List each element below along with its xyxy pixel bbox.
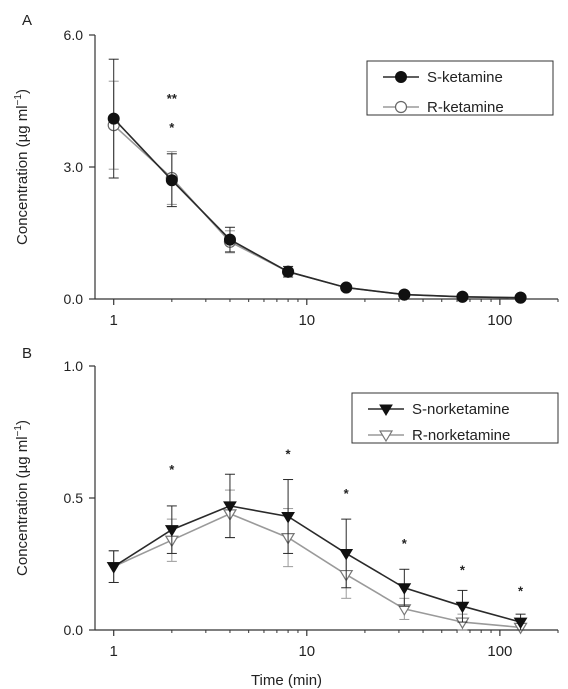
data-point [164,525,179,537]
series-line [113,512,521,629]
legend-marker [378,430,394,443]
y-tick-label: 1.0 [64,358,84,374]
data-point [223,501,237,513]
panel-label: B [22,345,32,362]
legend-marker [395,71,407,83]
y-axis-label-superscript: −1 [13,94,24,106]
y-axis-label-text: Concentration (µg ml [14,436,31,576]
data-point [223,233,236,246]
legend-marker [379,404,393,416]
y-axis-label: Concentration (µg ml−1) [13,420,31,576]
significance-marker: * [169,462,175,477]
y-tick-label: 0.0 [64,622,84,638]
data-point [455,601,470,614]
series-line [113,118,521,299]
y-tick-label: 0.0 [64,291,84,307]
x-axis-label: Time (min) [251,672,322,689]
data-point [398,288,411,301]
data-point [165,174,178,187]
x-tick-label: 100 [487,312,512,329]
data-point [514,291,527,304]
panel-label: A [22,12,32,29]
data-point [281,511,295,524]
series-s-norketamine [106,473,528,631]
data-point [282,265,295,278]
significance-marker: * [518,584,524,599]
y-tick-label: 3.0 [64,159,84,175]
legend: S-ketamine R-ketamine [366,60,554,116]
data-point [106,562,121,574]
significance-marker: * [169,120,175,135]
panel-a: A 0.0 3.0 6.0 1 10 100 Concentration (µg ml−1) *… [13,12,559,329]
x-tick-label: 10 [298,312,315,329]
y-axis-label-tail: ) [14,420,31,425]
significance-marker: * [402,536,408,551]
data-point [107,112,120,125]
y-tick-label: 6.0 [64,27,84,43]
series-s-ketamine [107,58,527,304]
series-line [113,505,521,623]
data-point [340,281,353,294]
data-point [397,583,412,595]
x-tick-label: 1 [110,643,118,660]
legend-label: S-ketamine [427,69,503,86]
legend: S-norketamine R-norketamine [351,392,559,444]
y-axis-label: Concentration (µg ml−1) [13,89,31,245]
data-point [513,617,528,630]
series-line [113,124,521,299]
panel-b: B 0.0 0.5 1.0 1 10 100 Concentration (µg ml−1) T… [13,345,559,689]
significance-marker: * [344,486,350,501]
y-axis-label-text: Concentration (µg ml [14,105,31,245]
x-tick-label: 10 [298,643,315,660]
y-tick-label: 0.5 [64,490,84,506]
legend-label: R-norketamine [412,427,510,444]
legend-label: S-norketamine [412,401,510,418]
legend-marker [394,100,408,114]
significance-marker: * [460,563,466,578]
x-tick-label: 1 [110,312,118,329]
y-axis-label-superscript: −1 [13,425,24,437]
legend-label: R-ketamine [427,99,504,116]
x-tick-label: 100 [487,643,512,660]
significance-marker: * [286,446,292,461]
data-point [456,290,469,303]
significance-marker: ** [167,91,178,106]
y-axis-label-tail: ) [14,89,31,94]
data-point [339,548,354,561]
